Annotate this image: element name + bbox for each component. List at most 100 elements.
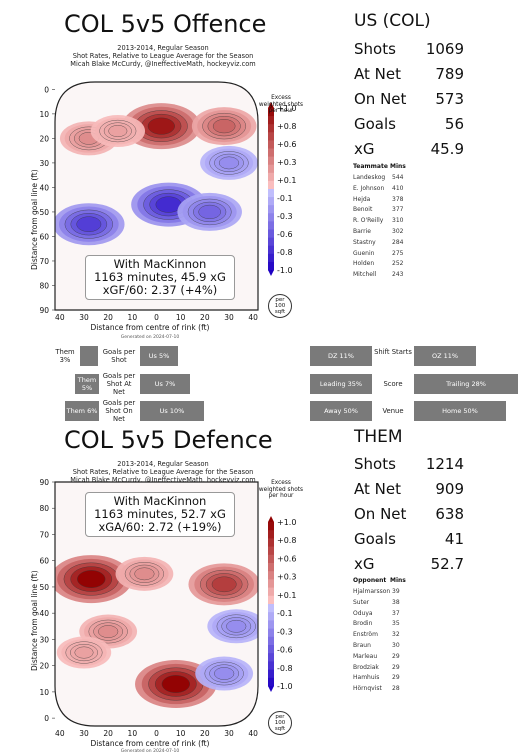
colorbar-tick-label: +0.8 [277,536,296,545]
subtitle-line: Shot Rates, Relative to League Average f… [72,468,254,476]
shift-starts-oz-bar: OZ 11% [414,346,476,366]
stat-row: On Net 638 [354,505,464,523]
colorbar-tick-label: -0.6 [277,646,293,655]
colorbar-segment [268,645,274,654]
colorbar-tick-label: -1.0 [277,266,293,275]
colorbar-segment [268,245,274,255]
heatmap-contour [212,119,236,134]
offence-xlabel: Distance from centre of rink (ft) [91,323,210,332]
defence-heatmap [55,482,258,726]
x-tick-label: 10 [176,729,186,738]
stat-label: At Net [354,480,401,498]
player-name: Brodin [353,620,373,628]
subtitle-line: 2013-2014, Regular Season [117,44,209,52]
y-tick-label: 70 [39,530,49,539]
player-mins: 310 [392,217,404,225]
colorbar-segment [268,180,274,190]
colorbar-segment [268,237,274,247]
stat-value: 52.7 [430,555,464,573]
colorbar-tick-label: +0.3 [277,158,296,167]
goals-per-shot-them-bar [80,346,98,366]
stat-value: 638 [435,505,464,523]
colorbar-segment [268,132,274,141]
player-name: Marleau [353,652,378,660]
teammate-mins-header: Mins [390,163,406,170]
colorbar-tick-label: +0.6 [277,554,296,563]
offence-colorbar-title: Excess weighted shots per hour [258,95,304,115]
colorbar-segment [268,522,274,531]
stat-label: Goals [354,115,396,133]
player-name: Braun [353,642,371,649]
colorbar-segment [268,595,274,605]
player-name: Enström [353,631,378,639]
y-tick-label: 80 [39,281,49,290]
player-mins: 28 [392,685,400,693]
goals-per-shot-label: Goals per Shot [102,348,136,364]
colorbar-tick-label: +1.0 [277,104,296,113]
rink-outline [54,81,259,311]
defence-annotation-box: With MacKinnon 1163 minutes, 52.7 xG xGA… [85,492,235,537]
y-tick-label: 50 [39,583,49,592]
y-tick-label: 10 [39,110,49,119]
heatmap-contour [77,570,106,588]
x-tick-label: 30 [79,729,89,738]
annotation-line: xGF/60: 2.37 (+4%) [102,283,218,297]
colorbar-segment [268,253,274,263]
offence-subtitle: 2013-2014, Regular Season Shot Rates, Re… [58,44,268,68]
player-name: Benoit [353,206,373,214]
goals-per-shot-at-net-us-bar: Us 7% [140,374,190,394]
x-tick-label: 30 [224,729,234,738]
colorbar-tick-label: -0.1 [277,609,293,618]
annotation-line: 1163 minutes, 45.9 xG [94,270,226,284]
teammate-header: Teammate [353,163,388,170]
player-mins: 30 [392,642,400,649]
stat-row: On Net 573 [354,90,464,108]
y-tick-label: 70 [39,257,49,266]
y-tick-label: 60 [39,557,49,566]
x-tick-label: 20 [200,729,210,738]
colorbar-segment [268,653,274,662]
x-tick-label: 40 [248,729,258,738]
x-tick-label: 30 [224,313,234,322]
offence-annotation-box: With MacKinnon 1163 minutes, 45.9 xG xGF… [85,255,235,300]
colorbar-tick-label: -0.8 [277,664,293,673]
player-mins: 39 [392,588,400,595]
stat-label: xG [354,555,375,573]
player-mins: 544 [392,174,404,181]
colorbar-segment [268,108,274,117]
player-name: R. O'Reilly [353,217,384,225]
y-tick-label: 20 [39,662,49,671]
heatmap-contour [98,625,119,638]
y-tick-label: 90 [39,478,49,487]
heatmap-contour [147,117,175,135]
colorbar-segment [268,189,274,198]
colorbar-segment [268,164,274,174]
stat-row: Goals 41 [354,530,464,548]
annotation-line: With MacKinnon [113,257,207,271]
colorbar-tick-label: +0.6 [277,140,296,149]
player-mins: 378 [392,195,404,203]
colorbar-tick-label: +0.8 [277,122,296,131]
score-label: Score [383,380,403,388]
x-tick-label: 0 [154,729,159,738]
y-tick-label: 50 [39,208,49,217]
goals-per-shot-at-net-label: Goals per Shot At Net [102,372,136,396]
stat-value: 1214 [425,455,464,473]
colorbar-arrow-down [268,686,274,692]
subtitle-line: 2013-2014, Regular Season [117,460,209,468]
stat-row: xG 52.7 [354,555,464,573]
player-mins: 38 [392,598,400,606]
opponent-header: Opponent [353,577,387,584]
heatmap-contour [214,667,235,680]
player-name: Oduya [353,609,373,617]
player-name: Holden [353,260,375,268]
colorbar-segment [268,124,274,133]
rate-text: per [275,297,285,303]
y-tick-label: 60 [39,232,49,241]
x-tick-label: 20 [200,313,210,322]
heatmap-contour [218,156,240,170]
stat-label: Shots [354,40,396,58]
defence-subtitle: 2013-2014, Regular Season Shot Rates, Re… [58,460,268,484]
stat-value: 41 [444,530,464,548]
y-tick-label: 40 [39,183,49,192]
